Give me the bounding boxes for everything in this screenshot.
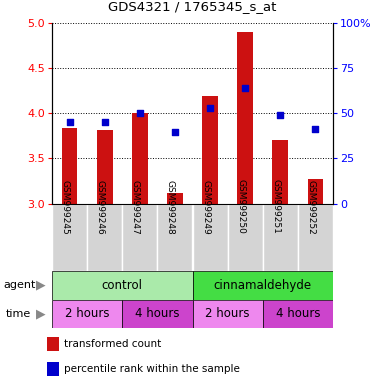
Text: GSM999248: GSM999248 <box>166 179 175 234</box>
Bar <box>202 96 218 204</box>
Point <box>172 129 178 135</box>
Bar <box>192 204 228 271</box>
Text: ▶: ▶ <box>35 308 45 320</box>
Text: agent: agent <box>4 280 36 290</box>
Bar <box>52 300 122 328</box>
Bar <box>52 271 192 300</box>
Text: control: control <box>102 279 143 291</box>
Bar <box>47 337 59 351</box>
Text: GDS4321 / 1765345_s_at: GDS4321 / 1765345_s_at <box>108 0 277 13</box>
Bar <box>62 128 77 204</box>
Point <box>277 112 283 118</box>
Bar <box>87 204 122 271</box>
Bar <box>273 140 288 204</box>
Bar <box>157 204 192 271</box>
Text: GSM999245: GSM999245 <box>60 179 70 234</box>
Text: GSM999247: GSM999247 <box>131 179 140 234</box>
Text: GSM999252: GSM999252 <box>306 179 315 234</box>
Bar <box>122 300 192 328</box>
Text: cinnamaldehyde: cinnamaldehyde <box>214 279 312 291</box>
Point <box>207 105 213 111</box>
Bar <box>167 193 183 204</box>
Bar <box>308 179 323 204</box>
Bar <box>263 300 333 328</box>
Bar <box>228 204 263 271</box>
Bar <box>192 271 333 300</box>
Text: 2 hours: 2 hours <box>65 308 109 320</box>
Text: GSM999249: GSM999249 <box>201 179 210 234</box>
Text: ▶: ▶ <box>35 279 45 291</box>
Text: 2 hours: 2 hours <box>205 308 250 320</box>
Bar <box>192 300 263 328</box>
Bar <box>52 204 87 271</box>
Text: percentile rank within the sample: percentile rank within the sample <box>64 364 240 374</box>
Bar <box>263 204 298 271</box>
Text: GSM999250: GSM999250 <box>236 179 245 234</box>
Bar <box>298 204 333 271</box>
Bar <box>47 362 59 376</box>
Point <box>67 119 73 125</box>
Point <box>242 85 248 91</box>
Text: GSM999251: GSM999251 <box>271 179 280 234</box>
Bar <box>122 204 157 271</box>
Text: time: time <box>6 309 31 319</box>
Point <box>102 119 108 125</box>
Bar <box>97 129 112 204</box>
Text: 4 hours: 4 hours <box>276 308 320 320</box>
Bar <box>132 113 148 204</box>
Text: transformed count: transformed count <box>64 339 162 349</box>
Bar <box>237 32 253 204</box>
Text: 4 hours: 4 hours <box>135 308 180 320</box>
Text: GSM999246: GSM999246 <box>95 179 105 234</box>
Point <box>312 126 318 132</box>
Point <box>137 110 143 116</box>
